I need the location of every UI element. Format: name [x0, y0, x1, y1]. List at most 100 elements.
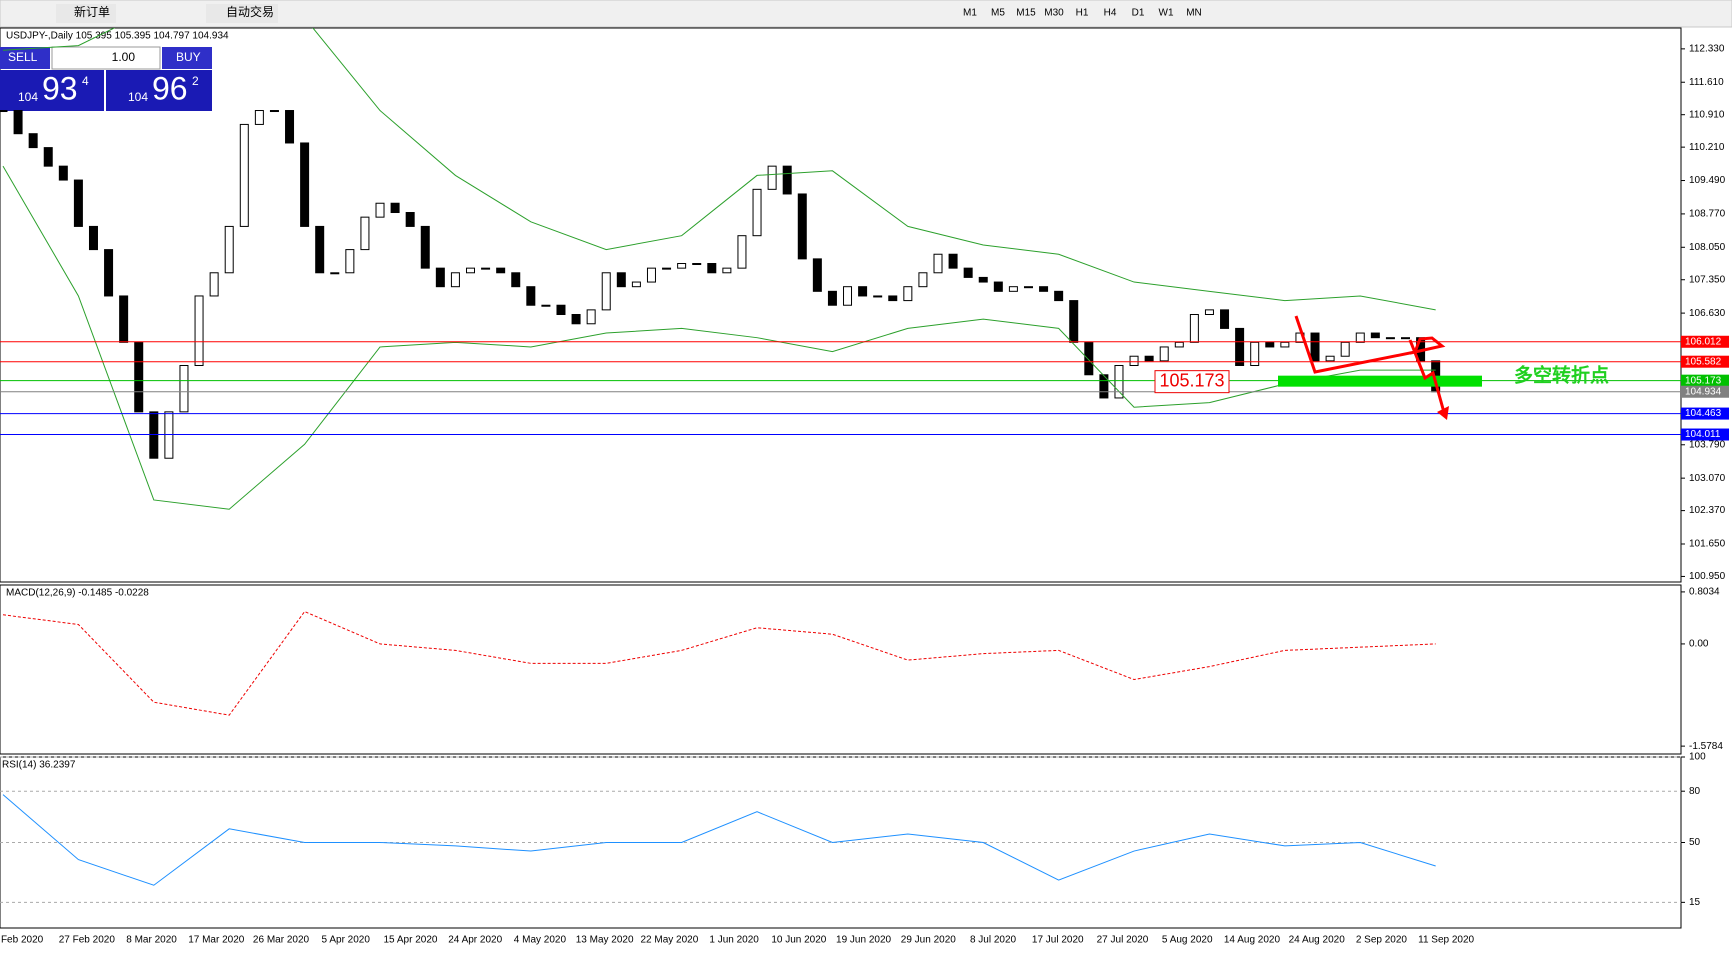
candle [1189, 314, 1199, 343]
buy-button[interactable] [162, 47, 212, 69]
date-label: 29 Jun 2020 [901, 935, 956, 946]
y-tick-label: 100.950 [1689, 571, 1726, 582]
candle [300, 142, 310, 227]
candle [903, 286, 913, 302]
rsi-label: RSI(14) 36.2397 [2, 760, 76, 771]
candle [1054, 290, 1064, 302]
candle [405, 212, 415, 227]
timeframe-button[interactable]: D1 [1132, 8, 1145, 19]
bollinger-upper [2, 28, 1436, 311]
timeframe-button[interactable]: MN [1186, 8, 1202, 19]
candle [496, 267, 506, 274]
candle [1114, 364, 1124, 399]
timeframe-button[interactable]: M30 [1044, 8, 1064, 19]
candle [1310, 332, 1320, 362]
date-label: 27 Feb 2020 [59, 935, 116, 946]
y-tick-label: 109.490 [1689, 175, 1726, 186]
candle [134, 341, 144, 413]
candle [254, 110, 264, 125]
new-order-button[interactable] [56, 4, 116, 23]
bid-box[interactable] [0, 70, 104, 111]
y-tick-label: 100 [1689, 752, 1706, 763]
candle [1144, 355, 1154, 362]
auto-trade-button[interactable] [206, 4, 278, 23]
candle [692, 263, 702, 266]
candle [963, 267, 973, 278]
timeframe-button[interactable]: H1 [1076, 8, 1089, 19]
date-label: 14 Aug 2020 [1224, 935, 1281, 946]
down-arrowhead [1437, 406, 1449, 420]
candle [1159, 346, 1169, 362]
date-label: 10 Jun 2020 [771, 935, 826, 946]
timeframe-button[interactable]: M1 [963, 8, 977, 19]
ask-big: 104 [128, 90, 148, 104]
candle [450, 272, 460, 288]
price-level-tag [1681, 335, 1729, 348]
price-level-label: 104.463 [1685, 408, 1722, 419]
candle [1069, 300, 1079, 343]
y-tick-label: 110.210 [1689, 142, 1725, 153]
date-label: 27 Jul 2020 [1097, 935, 1149, 946]
candle [752, 188, 762, 237]
candle [1084, 341, 1094, 376]
price-level-label: 104.011 [1685, 429, 1721, 440]
new-order-label[interactable]: 新订单 [74, 4, 110, 19]
candle [239, 123, 249, 227]
y-tick-label: 111.610 [1689, 77, 1724, 88]
date-label: 1 Jun 2020 [709, 935, 759, 946]
candle [0, 110, 8, 113]
candle [1008, 286, 1018, 292]
trade-panel: SELL 1.00 BUY 104 93 4 104 96 2 [0, 46, 212, 111]
bid-main: 93 [42, 70, 78, 106]
date-label: 4 May 2020 [514, 935, 567, 946]
candle [330, 272, 340, 275]
candle [827, 290, 837, 306]
candle [466, 267, 476, 274]
candle [858, 286, 868, 297]
candle [13, 110, 23, 135]
candle [420, 225, 430, 269]
timeframe-button[interactable]: M15 [1016, 8, 1036, 19]
rsi-line [2, 794, 1436, 886]
date-label: 11 Sep 2020 [1418, 935, 1474, 946]
date-label: 19 Jun 2020 [836, 935, 891, 946]
price-level-label: 106.012 [1685, 336, 1722, 347]
date-label: 24 Aug 2020 [1289, 935, 1346, 946]
lots-input[interactable] [51, 46, 161, 70]
y-tick-label: 112.330 [1689, 44, 1725, 55]
symbol-info: USDJPY-,Daily 105.395 105.395 104.797 10… [6, 31, 229, 42]
candle [782, 165, 792, 195]
candle [631, 281, 641, 288]
candle [767, 165, 777, 190]
candle [933, 253, 943, 274]
candle [390, 202, 400, 214]
price-level-label: 105.173 [1685, 375, 1722, 386]
lots-value[interactable]: 1.00 [112, 50, 136, 64]
main-panel [0, 27, 1682, 583]
candle [526, 286, 536, 306]
ask-box[interactable] [106, 70, 212, 111]
candle [375, 202, 385, 218]
date-label: 8 Jul 2020 [970, 935, 1017, 946]
sell-label[interactable]: SELL [8, 50, 38, 64]
candle [88, 225, 98, 251]
candle [1370, 332, 1380, 339]
buy-label[interactable]: BUY [176, 50, 201, 64]
sell-button[interactable] [0, 47, 50, 69]
y-tick-label: 80 [1689, 786, 1701, 797]
candle [28, 133, 38, 149]
timeframe-button[interactable]: H4 [1104, 8, 1117, 19]
candle [209, 272, 219, 297]
y-tick-label: 103.070 [1689, 473, 1726, 484]
auto-trade-label[interactable]: 自动交易 [226, 4, 274, 19]
date-label: 15 Apr 2020 [384, 935, 438, 946]
candle [978, 276, 988, 283]
candle [918, 272, 928, 288]
candle [1204, 309, 1214, 316]
timeframe-button[interactable]: W1 [1159, 8, 1174, 19]
timeframe-button[interactable]: M5 [991, 8, 1005, 19]
candle [1220, 309, 1230, 329]
candle [435, 267, 445, 288]
date-label: 2 Sep 2020 [1356, 935, 1408, 946]
candle [58, 165, 68, 181]
